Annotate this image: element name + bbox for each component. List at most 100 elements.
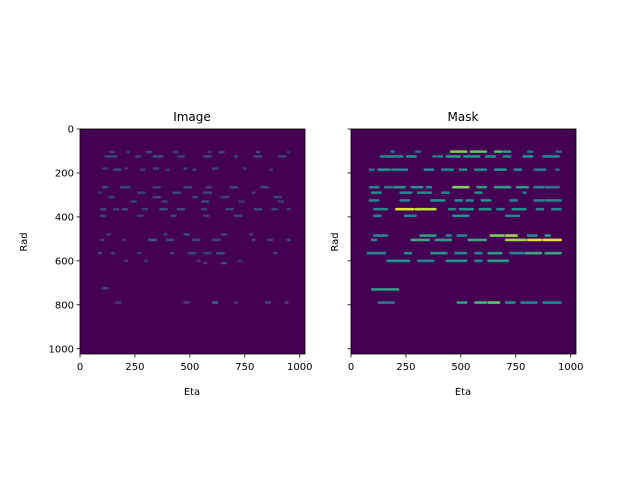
image-y-tick-label: 200 bbox=[55, 169, 74, 180]
image-streak bbox=[220, 195, 230, 199]
mask-streak bbox=[509, 199, 518, 202]
mask-streak bbox=[368, 168, 376, 171]
mask-y-axis-label: Rad bbox=[330, 232, 341, 251]
image-streak bbox=[264, 301, 272, 304]
mask-x-tick-label: 750 bbox=[506, 362, 525, 373]
mask-streak bbox=[445, 234, 453, 237]
image-streak bbox=[238, 200, 245, 203]
mask-streak bbox=[513, 168, 523, 171]
mask-streak bbox=[524, 251, 543, 255]
mask-streak bbox=[463, 155, 481, 158]
image-streak bbox=[266, 238, 274, 242]
image-streak bbox=[172, 191, 182, 195]
image-streak bbox=[152, 185, 162, 189]
image-streak bbox=[110, 251, 116, 255]
image-streak bbox=[203, 214, 210, 218]
mask-streak bbox=[465, 199, 475, 202]
image-streak bbox=[152, 155, 164, 158]
image-streak bbox=[123, 259, 129, 263]
image-y-tick-label: 400 bbox=[55, 212, 74, 223]
image-streak bbox=[216, 251, 226, 255]
image-y-tick-label: 600 bbox=[55, 256, 74, 267]
image-streak bbox=[141, 207, 149, 211]
mask-streak bbox=[458, 207, 475, 211]
mask-streak bbox=[533, 168, 547, 171]
image-streak bbox=[106, 233, 111, 236]
image-panel-title: Image bbox=[173, 110, 211, 124]
mask-streak bbox=[520, 301, 538, 304]
mask-streak bbox=[493, 150, 503, 153]
image-streak bbox=[159, 207, 168, 211]
image-streak bbox=[99, 238, 105, 242]
mask-streak bbox=[478, 207, 492, 211]
image-streak bbox=[203, 261, 208, 265]
mask-streak bbox=[489, 234, 505, 237]
mask-streak bbox=[533, 185, 545, 189]
mask-streak bbox=[368, 199, 380, 202]
image-x-tick-label: 250 bbox=[125, 362, 144, 373]
image-x-axis-label: Eta bbox=[184, 387, 200, 398]
image-streak bbox=[152, 195, 162, 199]
image-streak bbox=[220, 233, 228, 236]
image-streak bbox=[196, 259, 201, 263]
image-y-tick-label: 0 bbox=[68, 125, 74, 136]
mask-streak bbox=[403, 214, 417, 218]
image-streak bbox=[183, 301, 190, 304]
mask-streak bbox=[403, 251, 413, 255]
mask-streak bbox=[383, 185, 393, 189]
mask-streak bbox=[526, 234, 538, 237]
mask-streak bbox=[504, 301, 516, 304]
image-streak bbox=[183, 167, 188, 170]
mask-streak bbox=[419, 234, 437, 237]
mask-streak bbox=[555, 168, 560, 171]
image-streak bbox=[148, 238, 157, 242]
image-streak bbox=[203, 251, 212, 255]
image-streak bbox=[251, 191, 256, 195]
image-streak bbox=[249, 233, 254, 236]
image-x-tick-label: 1000 bbox=[287, 362, 312, 373]
image-streak bbox=[170, 251, 175, 255]
image-streak bbox=[137, 214, 144, 218]
mask-streak bbox=[504, 234, 518, 237]
mask-streak bbox=[485, 155, 497, 158]
image-x-tick-label: 750 bbox=[235, 362, 254, 373]
image-x-tick-label: 500 bbox=[180, 362, 199, 373]
mask-streak bbox=[502, 150, 512, 153]
mask-x-tick-label: 1000 bbox=[558, 362, 583, 373]
image-streak bbox=[286, 150, 291, 154]
image-streak bbox=[277, 155, 287, 158]
image-streak bbox=[104, 155, 118, 158]
mask-heatmap-background bbox=[351, 129, 576, 354]
mask-streak bbox=[430, 199, 446, 202]
mask-streak bbox=[370, 191, 382, 195]
mask-streak bbox=[390, 168, 409, 171]
image-streak bbox=[170, 214, 177, 218]
mask-streak bbox=[456, 301, 468, 304]
mask-streak bbox=[434, 238, 453, 242]
image-streak bbox=[99, 207, 107, 211]
mask-streak bbox=[474, 168, 488, 171]
mask-streak bbox=[423, 168, 435, 171]
mask-streak bbox=[522, 155, 534, 158]
mask-streak bbox=[474, 301, 488, 304]
mask-x-tick-label: 500 bbox=[451, 362, 470, 373]
image-streak bbox=[187, 251, 197, 255]
mask-streak bbox=[542, 155, 560, 158]
mask-streak bbox=[454, 251, 468, 255]
mask-streak bbox=[533, 199, 545, 202]
image-y-tick-label: 1000 bbox=[49, 344, 74, 355]
mask-streak bbox=[452, 185, 470, 189]
image-streak bbox=[165, 238, 175, 242]
image-streak bbox=[101, 167, 109, 170]
image-streak bbox=[108, 150, 116, 154]
mask-streak bbox=[372, 207, 389, 211]
mask-streak bbox=[372, 214, 382, 218]
mask-streak bbox=[377, 168, 391, 171]
image-streak bbox=[192, 195, 199, 199]
image-streak bbox=[123, 167, 129, 170]
mask-streak bbox=[509, 251, 525, 255]
image-streak bbox=[286, 238, 291, 242]
mask-streak bbox=[526, 150, 534, 153]
mask-streak bbox=[399, 191, 413, 195]
image-y-axis-label: Rad bbox=[19, 232, 30, 251]
